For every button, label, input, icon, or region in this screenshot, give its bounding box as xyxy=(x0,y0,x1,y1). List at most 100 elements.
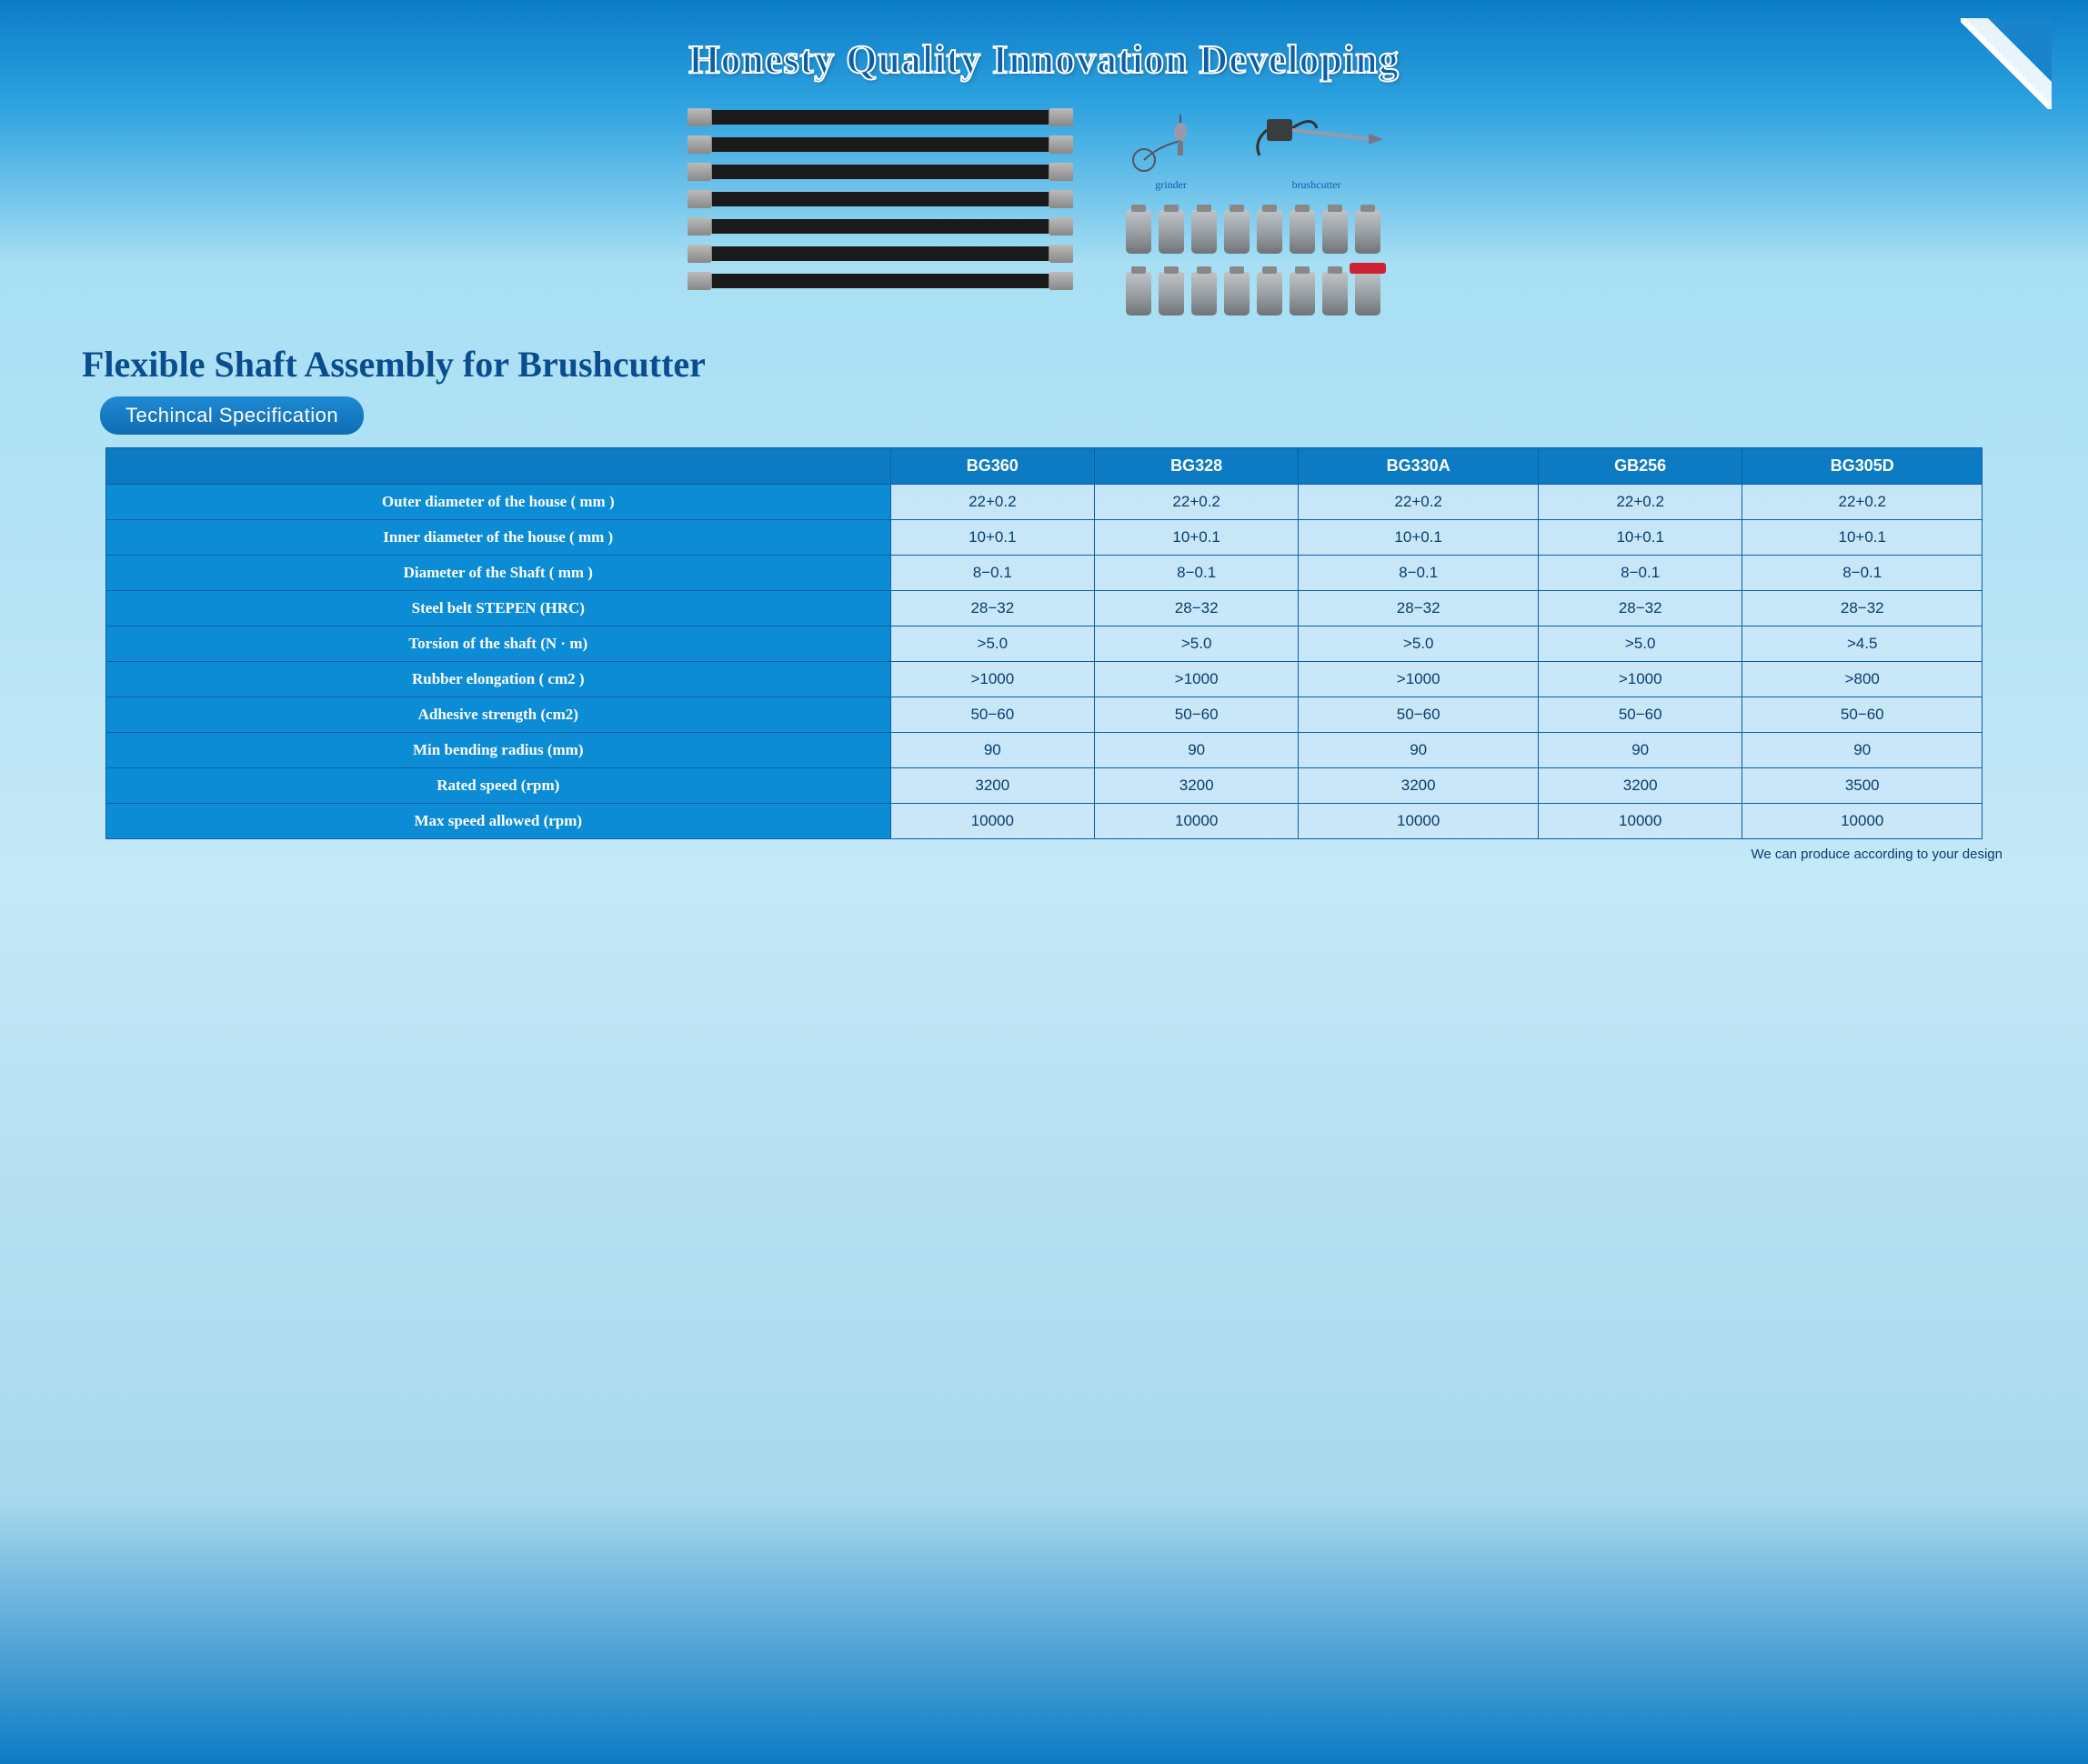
spec-table-body: Outer diameter of the house ( mm )22+0.2… xyxy=(105,485,1982,839)
cell: 28−32 xyxy=(1742,591,1983,626)
cell: 50−60 xyxy=(1539,697,1742,733)
shaft-illustration xyxy=(689,246,1071,261)
grinder-label: grinder xyxy=(1108,178,1234,192)
cell: 28−32 xyxy=(1299,591,1539,626)
connector-icon xyxy=(1159,210,1184,254)
row-label: Min bending radius (mm) xyxy=(105,733,890,768)
row-label: Max speed allowed (rpm) xyxy=(105,804,890,839)
spec-table-header-row: BG360BG328BG330AGB256BG305D xyxy=(105,448,1982,485)
connector-icon xyxy=(1257,272,1282,316)
banner: Honesty Quality Innovation Developing xyxy=(45,36,2043,83)
cell: 50−60 xyxy=(1094,697,1298,733)
row-label: Outer diameter of the house ( mm ) xyxy=(105,485,890,520)
cell: 22+0.2 xyxy=(890,485,1094,520)
cell: 10+0.1 xyxy=(1742,520,1983,556)
connectors-row-2 xyxy=(1108,272,1399,316)
row-label: Steel belt STEPEN (HRC) xyxy=(105,591,890,626)
cell: 50−60 xyxy=(890,697,1094,733)
row-label: Diameter of the Shaft ( mm ) xyxy=(105,556,890,591)
table-row: Adhesive strength (cm2)50−6050−6050−6050… xyxy=(105,697,1982,733)
cell: >5.0 xyxy=(890,626,1094,662)
connector-icon xyxy=(1322,210,1348,254)
cell: 3200 xyxy=(1094,768,1298,804)
brushcutter-icon xyxy=(1249,101,1385,174)
col-bg330a: BG330A xyxy=(1299,448,1539,485)
connector-icon xyxy=(1290,272,1315,316)
cell: 10+0.1 xyxy=(1539,520,1742,556)
shaft-illustration xyxy=(689,110,1071,125)
cell: 10000 xyxy=(1094,804,1298,839)
cell: >800 xyxy=(1742,662,1983,697)
cell: >1000 xyxy=(1539,662,1742,697)
cell: 8−0.1 xyxy=(1742,556,1983,591)
connector-icon xyxy=(1355,210,1380,254)
row-label: Adhesive strength (cm2) xyxy=(105,697,890,733)
footnote: We can produce according to your design xyxy=(45,847,2003,862)
cell: 28−32 xyxy=(890,591,1094,626)
connector-icon xyxy=(1191,272,1217,316)
cell: 8−0.1 xyxy=(890,556,1094,591)
row-label: Inner diameter of the house ( mm ) xyxy=(105,520,890,556)
cell: 10000 xyxy=(1742,804,1983,839)
cell: 22+0.2 xyxy=(1539,485,1742,520)
connector-icon xyxy=(1322,272,1348,316)
section-title: Flexible Shaft Assembly for Brushcutter xyxy=(82,343,2043,386)
accessory-illustrations: grinder brushcutter xyxy=(1108,110,1399,316)
cell: 22+0.2 xyxy=(1742,485,1983,520)
cell: 10000 xyxy=(1299,804,1539,839)
cell: 10+0.1 xyxy=(890,520,1094,556)
connector-icon xyxy=(1224,272,1250,316)
tools-row: grinder brushcutter xyxy=(1108,110,1399,192)
connector-icon xyxy=(1224,210,1250,254)
cell: 8−0.1 xyxy=(1299,556,1539,591)
cell: 28−32 xyxy=(1539,591,1742,626)
cell: 3500 xyxy=(1742,768,1983,804)
cell: 10+0.1 xyxy=(1094,520,1298,556)
cell: 90 xyxy=(1742,733,1983,768)
cell: >5.0 xyxy=(1299,626,1539,662)
cell: >5.0 xyxy=(1539,626,1742,662)
grinder-icon xyxy=(1130,110,1212,174)
cell: 22+0.2 xyxy=(1299,485,1539,520)
col-gb256: GB256 xyxy=(1539,448,1742,485)
table-row: Rated speed (rpm)32003200320032003500 xyxy=(105,768,1982,804)
cell: >1000 xyxy=(1094,662,1298,697)
cell: 50−60 xyxy=(1742,697,1983,733)
corner-triangle-icon xyxy=(1961,18,2052,109)
table-row: Min bending radius (mm)9090909090 xyxy=(105,733,1982,768)
shaft-illustrations xyxy=(689,110,1071,288)
cell: 3200 xyxy=(1539,768,1742,804)
cell: >5.0 xyxy=(1094,626,1298,662)
connector-icon xyxy=(1257,210,1282,254)
col-rowheader-blank xyxy=(105,448,890,485)
cell: 8−0.1 xyxy=(1539,556,1742,591)
col-bg360: BG360 xyxy=(890,448,1094,485)
shaft-illustration xyxy=(689,274,1071,288)
table-row: Inner diameter of the house ( mm )10+0.1… xyxy=(105,520,1982,556)
cell: 22+0.2 xyxy=(1094,485,1298,520)
cell: 10000 xyxy=(890,804,1094,839)
cell: 90 xyxy=(1539,733,1742,768)
shaft-illustration xyxy=(689,137,1071,152)
cell: 10+0.1 xyxy=(1299,520,1539,556)
col-bg328: BG328 xyxy=(1094,448,1298,485)
row-label: Rubber elongation ( cm2 ) xyxy=(105,662,890,697)
table-row: Rubber elongation ( cm2 )>1000>1000>1000… xyxy=(105,662,1982,697)
spec-table-head: BG360BG328BG330AGB256BG305D xyxy=(105,448,1982,485)
banner-slogan: Honesty Quality Innovation Developing xyxy=(688,36,1399,83)
table-row: Steel belt STEPEN (HRC)28−3228−3228−3228… xyxy=(105,591,1982,626)
table-row: Diameter of the Shaft ( mm )8−0.18−0.18−… xyxy=(105,556,1982,591)
cell: 28−32 xyxy=(1094,591,1298,626)
spec-pill: Techincal Specification xyxy=(100,396,364,435)
connector-icon xyxy=(1126,210,1151,254)
product-images-area: grinder brushcutter xyxy=(45,110,2043,316)
cell: 8−0.1 xyxy=(1094,556,1298,591)
cell: >1000 xyxy=(1299,662,1539,697)
connector-icon xyxy=(1290,210,1315,254)
col-bg305d: BG305D xyxy=(1742,448,1983,485)
spec-table: BG360BG328BG330AGB256BG305D Outer diamet… xyxy=(105,447,1983,839)
connector-icon xyxy=(1191,210,1217,254)
cell: 90 xyxy=(890,733,1094,768)
cell: 3200 xyxy=(1299,768,1539,804)
connector-icon xyxy=(1159,272,1184,316)
